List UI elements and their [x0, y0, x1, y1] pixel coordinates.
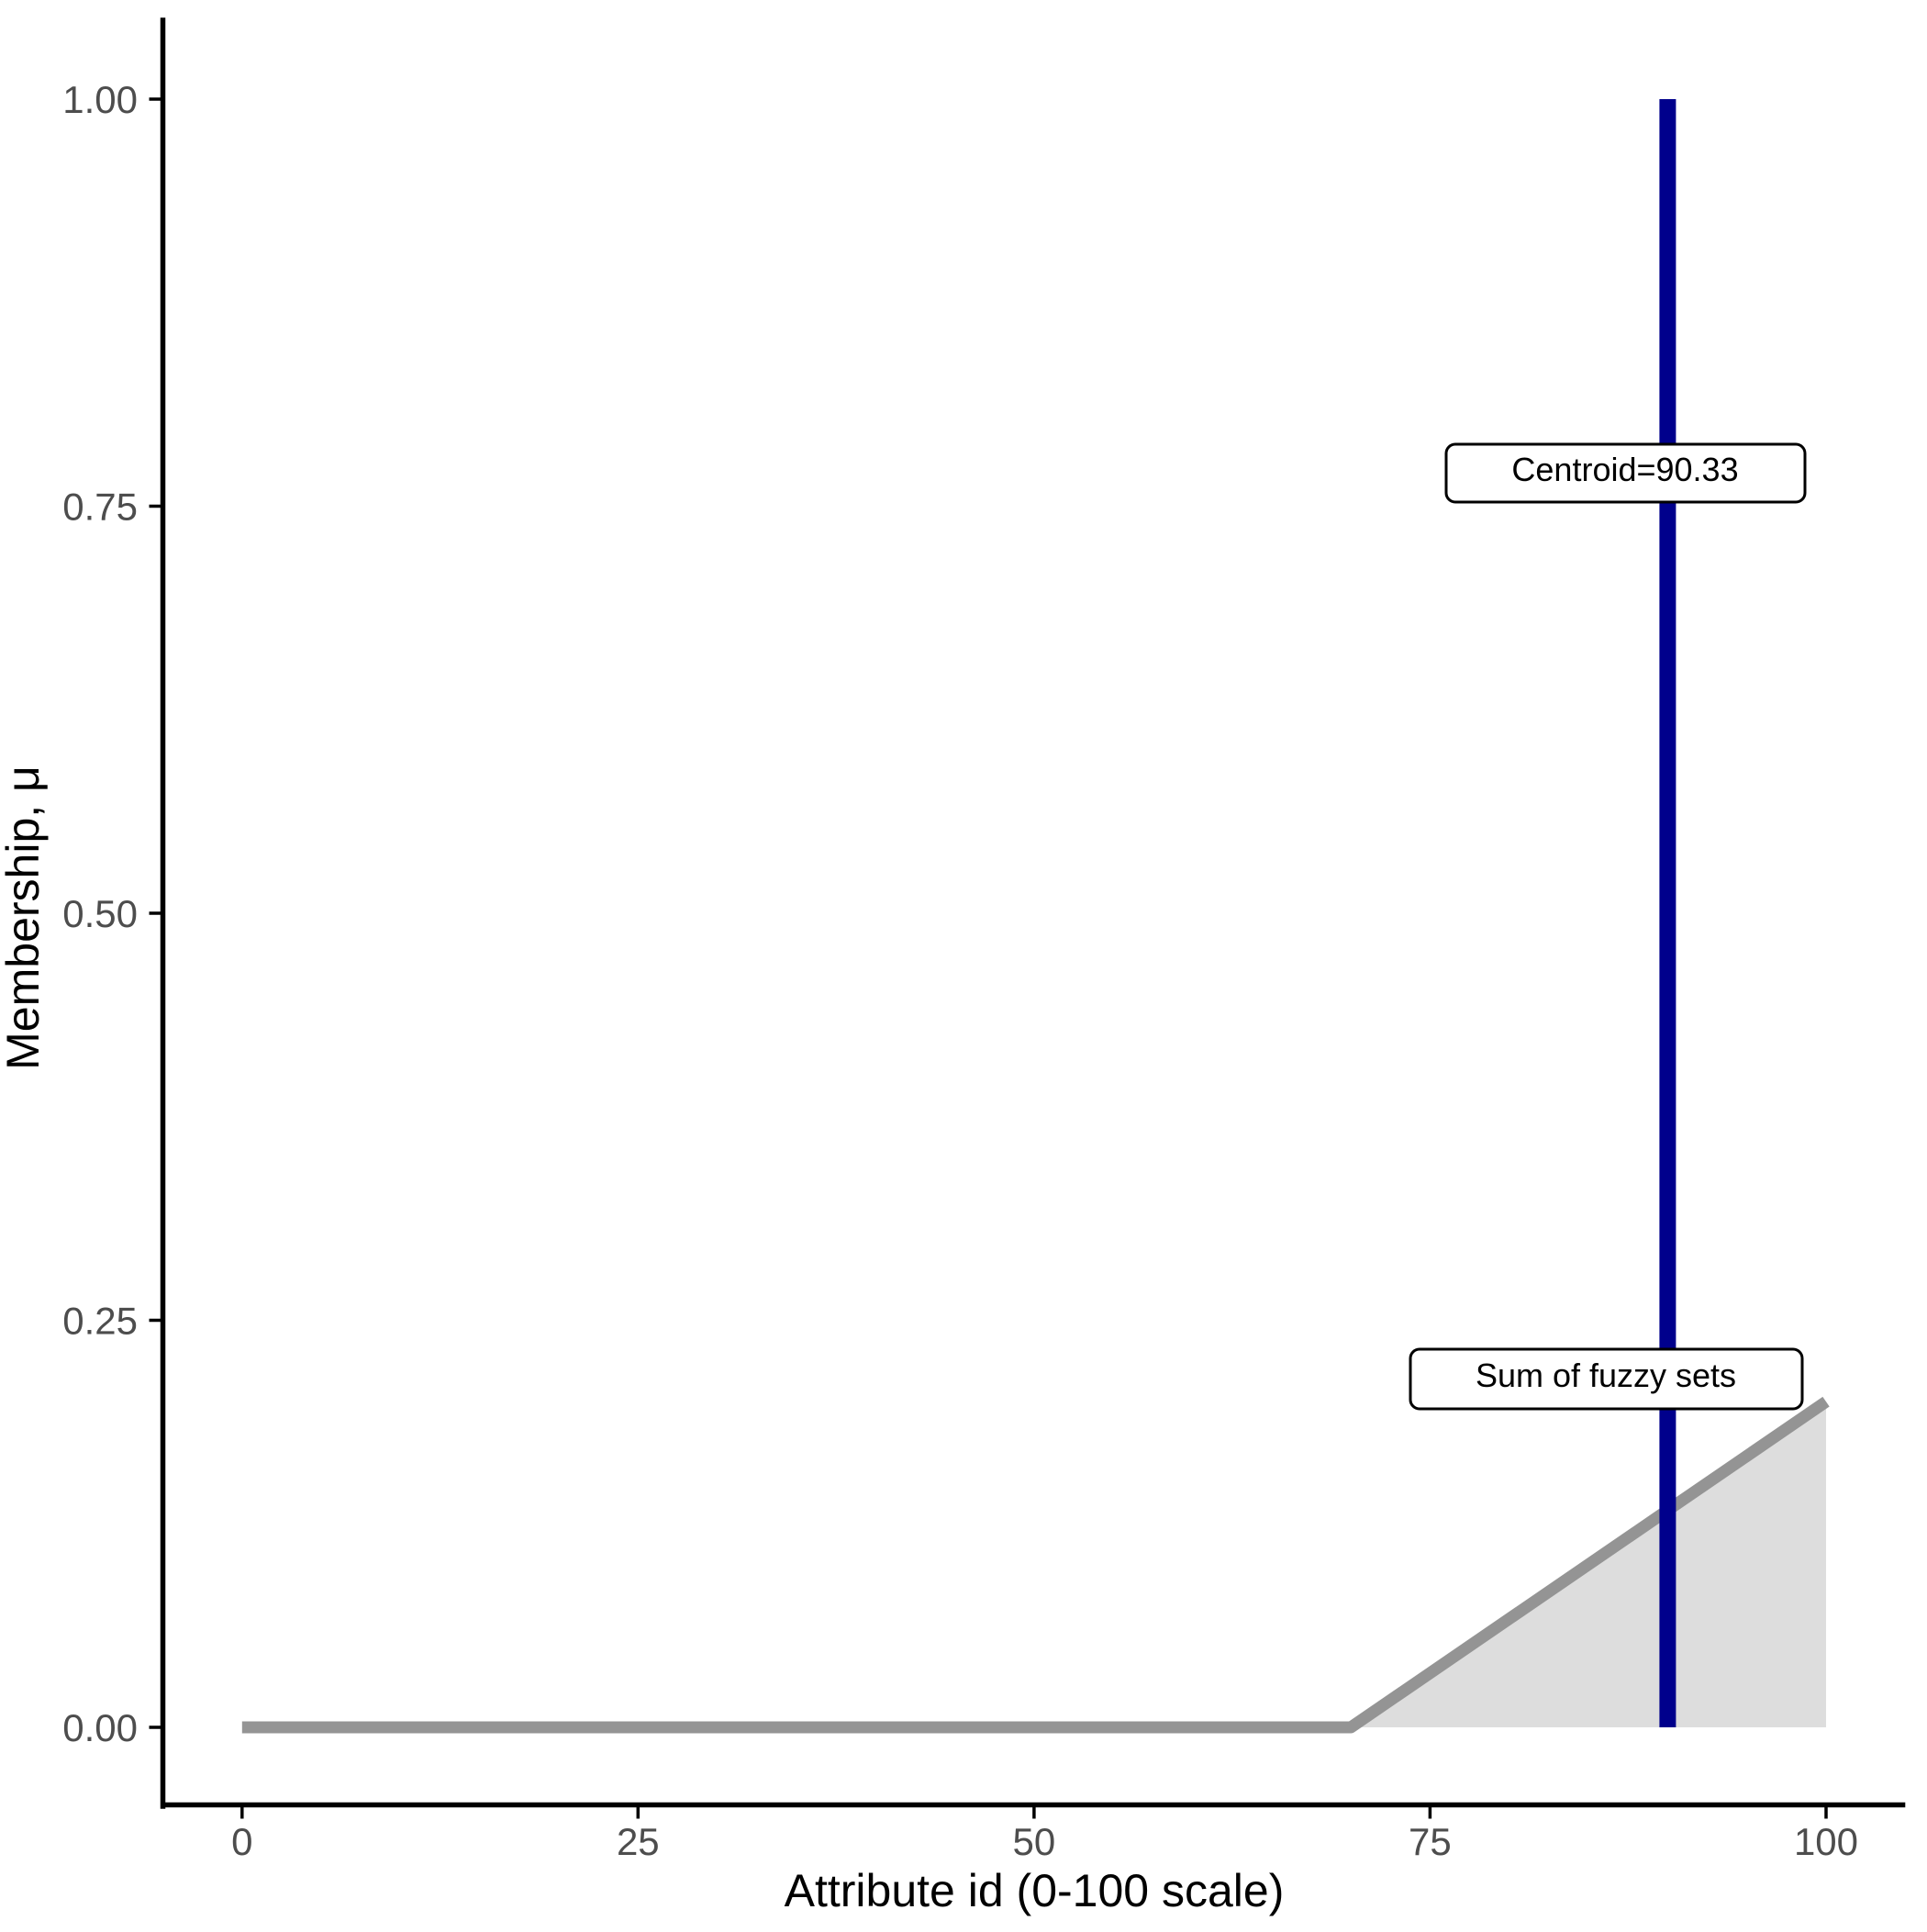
svg-text:Attribute id (0-100 scale): Attribute id (0-100 scale) [785, 1865, 1285, 1916]
svg-text:50: 50 [1013, 1820, 1056, 1863]
svg-text:Membership, μ: Membership, μ [0, 765, 49, 1070]
svg-text:0.75: 0.75 [62, 486, 138, 529]
svg-text:75: 75 [1409, 1820, 1452, 1863]
svg-text:Sum of fuzzy sets: Sum of fuzzy sets [1476, 1357, 1736, 1394]
svg-text:0.00: 0.00 [62, 1706, 138, 1749]
svg-text:Centroid=90.33: Centroid=90.33 [1511, 451, 1738, 488]
svg-text:25: 25 [617, 1820, 660, 1863]
svg-text:0.25: 0.25 [62, 1300, 138, 1343]
svg-text:100: 100 [1794, 1820, 1858, 1863]
svg-text:1.00: 1.00 [62, 78, 138, 121]
svg-text:0: 0 [231, 1820, 252, 1863]
svg-text:0.50: 0.50 [62, 892, 138, 935]
